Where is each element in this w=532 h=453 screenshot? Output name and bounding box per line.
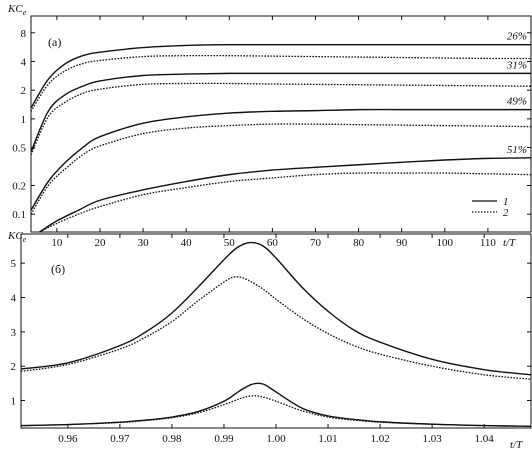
x-tick-label: 40 [181, 237, 193, 249]
x-tick-label: 110 [480, 237, 497, 249]
series-2-group-4 [39, 172, 531, 232]
series-2-group-1 [31, 54, 531, 112]
panel-b-series [21, 241, 531, 427]
panel-a-legend: 1 2 [472, 196, 509, 219]
panel-b-x-axis-title: t/T [510, 439, 523, 451]
x-tick-label: 30 [138, 237, 150, 249]
series-2-group-2 [21, 395, 531, 427]
series-1-group-1 [31, 43, 531, 109]
series-2-group-3 [31, 123, 531, 215]
panel-a-label: (a) [48, 35, 61, 49]
x-tick-label: 70 [310, 237, 322, 249]
legend-label-1: 1 [503, 196, 509, 208]
x-tick-label: 0.97 [110, 433, 130, 445]
panel-a-y-axis-title: KCe [7, 3, 27, 17]
x-tick-label: 60 [267, 237, 279, 249]
panel-a-annotations: 26% 31% 49% 51% [506, 31, 527, 156]
x-tick-label: 90 [396, 237, 408, 249]
y-tick-label: 0.5 [12, 143, 26, 155]
x-tick-label: 80 [353, 237, 365, 249]
panel-b-label: (б) [51, 262, 65, 276]
panel-a-y-title-sub: e [23, 8, 27, 17]
y-tick-label: 5 [11, 258, 17, 270]
y-tick-label: 8 [21, 28, 27, 40]
series-1-group-4 [39, 157, 531, 232]
y-tick-label: 3 [11, 327, 17, 339]
y-tick-label: 4 [21, 56, 27, 68]
panel-a-y-title-main: KC [7, 3, 23, 15]
series-1-group-2 [21, 382, 531, 427]
y-tick-label: 2 [11, 361, 17, 373]
annotation-percent-3: 49% [507, 96, 527, 108]
x-tick-label: 1.00 [266, 433, 286, 445]
x-tick-label: 1.03 [422, 433, 442, 445]
y-tick-label: 1 [11, 396, 17, 408]
x-tick-label: 10 [51, 237, 63, 249]
x-tick-label: 50 [224, 237, 236, 249]
series-2-group-1 [21, 276, 531, 380]
series-2-group-2 [31, 82, 531, 156]
panel-a-series [31, 43, 531, 232]
panel-b-frame [20, 233, 532, 429]
panel-b-x-ticks: 0.96 0.97 0.98 0.99 1.00 1.01 1.02 1.03 1.04 [58, 234, 494, 445]
panel-a-x-ticks: 10 20 30 40 50 60 70 80 90 100 110 [51, 16, 496, 249]
x-tick-label: 20 [94, 237, 106, 249]
x-tick-label: 1.01 [318, 433, 337, 445]
panel-a-frame [30, 15, 532, 233]
y-tick-label: 1 [21, 114, 27, 126]
y-tick-label: 2 [21, 85, 27, 97]
annotation-percent-2: 31% [506, 59, 527, 71]
panel-b-y-axis-title: KCe [7, 230, 27, 244]
x-tick-label: 1.02 [370, 433, 389, 445]
panel-b-y-title-main: KC [7, 230, 23, 242]
panel-b-y-ticks: 1 2 3 4 5 [11, 258, 531, 408]
x-tick-label: 0.98 [162, 433, 182, 445]
y-tick-label: 4 [11, 293, 17, 305]
panel-b: 1 2 3 4 5 0.96 0.97 0.98 0.99 1.00 1.01 1.02 1.03 1.… [7, 230, 532, 451]
x-tick-label: 0.96 [58, 433, 78, 445]
y-tick-label: 0.1 [12, 209, 26, 221]
series-1-group-1 [21, 241, 531, 376]
annotation-percent-1: 26% [507, 31, 527, 43]
x-tick-label: 1.04 [475, 433, 495, 445]
series-1-group-2 [31, 72, 531, 153]
annotation-percent-4: 51% [507, 144, 527, 156]
panel-b-y-title-sub: e [23, 235, 27, 244]
y-tick-label: 0.2 [12, 180, 26, 192]
legend-label-2: 2 [503, 207, 509, 219]
x-tick-label: 0.99 [214, 433, 234, 445]
series-1-group-3 [31, 108, 531, 211]
x-tick-label: 100 [437, 237, 454, 249]
panel-a-x-axis-title: t/T [503, 237, 516, 249]
